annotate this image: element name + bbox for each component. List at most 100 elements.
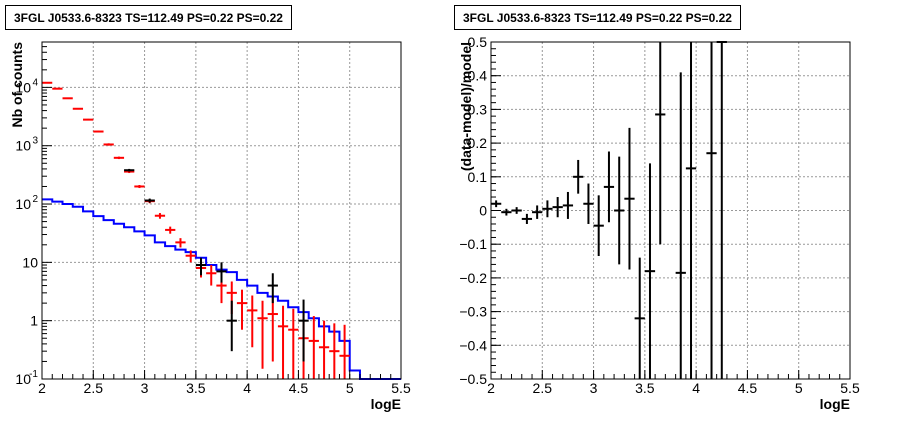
data-point: [72, 107, 84, 110]
data-point: [154, 213, 166, 219]
y-tick-label: −0.1: [459, 236, 487, 252]
residual-point: [706, 42, 717, 379]
data-point: [308, 316, 319, 379]
y-tick-label: −0.3: [459, 304, 487, 320]
data-point: [113, 156, 125, 160]
y-tick-label: 0: [479, 203, 487, 219]
data-point: [83, 118, 94, 121]
residual-point: [511, 207, 522, 214]
data-point: [185, 250, 196, 263]
data-point: [267, 273, 278, 304]
x-tick-label: 3.5: [635, 380, 655, 396]
x-tick-label: 4: [243, 380, 251, 396]
y-tick-exponent: 4: [32, 77, 38, 88]
x-tick-label: 4.5: [289, 380, 309, 396]
data-point: [134, 184, 145, 189]
residual-point: [501, 208, 512, 216]
residual-point: [716, 41, 727, 379]
y-tick-label: 0.1: [468, 169, 488, 185]
data-point: [298, 299, 309, 362]
x-tick-label: 2.5: [533, 380, 553, 396]
residual-point: [532, 205, 543, 219]
residual-point: [655, 42, 666, 245]
x-tick-label: 2: [487, 380, 495, 396]
y-tick-label: −0.4: [459, 337, 487, 353]
residual-plot: 2 2.5 3 3.5 4 4.5 5 5.5 −0.5 −0.4 −0.3 −0.2 −0.1 0 0.1…: [458, 34, 860, 412]
residual-point: [542, 200, 553, 218]
chart-title: 3FGL J0533.6-8323 TS=112.49 PS=0.22 PS=0…: [5, 5, 292, 30]
y-tick-label: 0.3: [468, 101, 488, 117]
model-histogram: [42, 198, 401, 380]
data-point: [103, 143, 114, 146]
y-tick-label: 1: [30, 313, 38, 329]
data-point: [62, 97, 73, 100]
y-axis-title: Nb of counts: [9, 42, 25, 128]
data-point: [42, 81, 53, 84]
y-tick-exponent: -1: [29, 369, 38, 380]
y-tick-label: −0.2: [459, 270, 487, 286]
data-point: [165, 226, 176, 234]
data-point: [52, 87, 63, 90]
data-point: [175, 238, 186, 248]
residual-point: [552, 197, 563, 218]
x-tick-label: 3: [590, 380, 598, 396]
residual-panel: 2 2.5 3 3.5 4 4.5 5 5.5 −0.5 −0.4 −0.3 −0.2 −0.1 0 0.1…: [449, 0, 898, 421]
residual-point: [634, 257, 645, 379]
data-point: [267, 297, 278, 362]
data-point: [339, 324, 350, 379]
residual-point: [675, 72, 686, 379]
x-axis-title: logE: [820, 396, 850, 412]
y-tick-label: 0.5: [468, 34, 488, 50]
x-tick-label: 2: [38, 380, 46, 396]
residual-point: [603, 151, 615, 223]
residual-point: [644, 163, 656, 379]
x-tick-label: 5: [346, 380, 354, 396]
y-tick-label: 0.4: [468, 68, 488, 84]
residual-point: [583, 183, 594, 224]
y-axis-title: (data-model)/model: [458, 42, 474, 171]
plot-frame: [41, 41, 402, 380]
y-tick-label: 10: [15, 138, 31, 154]
y-tick-label: 10: [22, 254, 38, 270]
y-tick-exponent: 3: [32, 136, 38, 147]
x-axis-title: logE: [371, 396, 401, 412]
residual-point: [685, 42, 697, 379]
data-point: [236, 289, 248, 330]
data-point: [144, 198, 155, 203]
residual-point: [624, 127, 635, 270]
y-tick-exponent: 2: [32, 194, 38, 205]
residual-point: [593, 195, 604, 256]
y-tick-label: 10: [15, 371, 31, 387]
x-tick-label: 4.5: [738, 380, 758, 396]
x-tick-label: 4: [692, 380, 700, 396]
data-point: [216, 262, 227, 283]
residual-point: [573, 159, 584, 194]
data-point: [93, 130, 104, 133]
data-point: [318, 320, 330, 379]
x-tick-label: 2.5: [84, 380, 104, 396]
chart-title: 3FGL J0533.6-8323 TS=112.49 PS=0.22 PS=0…: [454, 5, 741, 30]
data-point: [277, 305, 289, 379]
residual-point: [521, 213, 533, 224]
x-tick-label: 3: [141, 380, 149, 396]
y-tick-label: 10: [15, 79, 31, 95]
counts-panel: 2 2.5 3 3.5 4 4.5 5 5.5 10 -1 1 10 10 2 10 3 10 4 logE Nb o…: [5, 5, 411, 412]
y-tick-label: 0.2: [468, 135, 488, 151]
residual-point: [614, 156, 625, 265]
x-tick-label: 5.5: [840, 380, 860, 396]
x-tick-label: 5.5: [391, 380, 411, 396]
data-point: [288, 308, 299, 379]
x-tick-label: 5: [795, 380, 803, 396]
residual-point: [562, 191, 574, 219]
data-point: [195, 257, 207, 276]
y-tick-label: −0.5: [459, 371, 487, 387]
data-point: [226, 300, 237, 352]
data-point: [247, 295, 258, 348]
y-tick-label: 10: [15, 196, 31, 212]
data-point: [257, 300, 268, 369]
data-point: [329, 323, 340, 379]
x-tick-label: 3.5: [186, 380, 206, 396]
data-point: [124, 168, 135, 172]
data-point: [206, 265, 217, 286]
